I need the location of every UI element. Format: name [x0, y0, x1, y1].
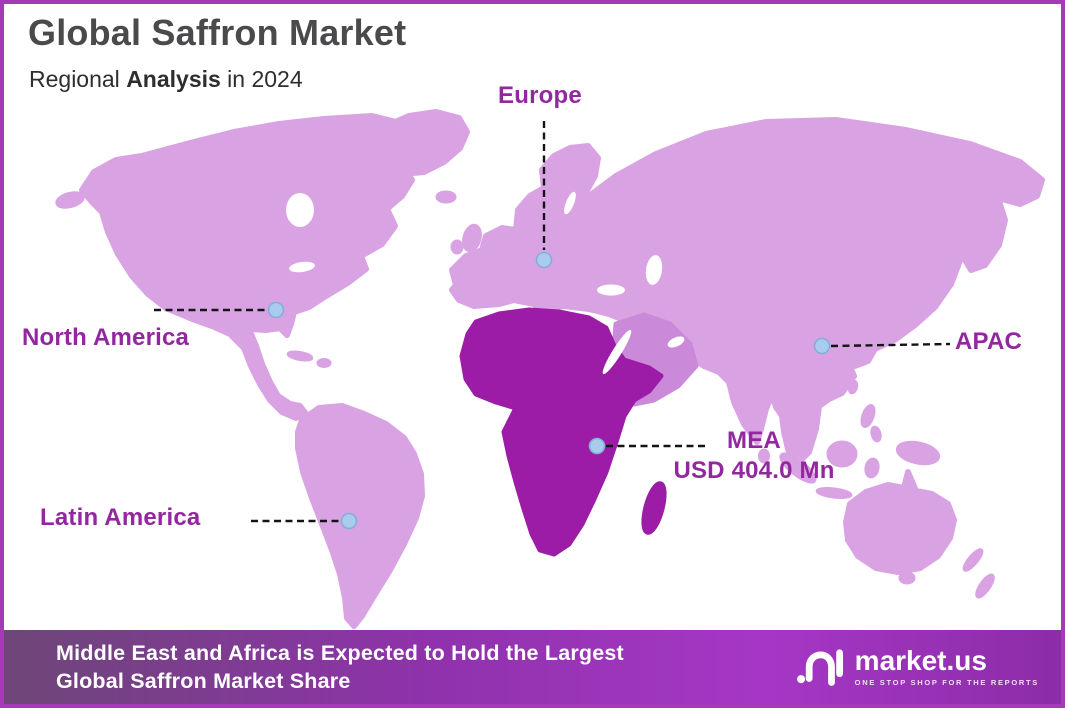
brand-name: market.us [854, 645, 987, 676]
water-overlays [286, 191, 685, 375]
region-mea-highlight [459, 307, 667, 557]
page-title: Global Saffron Market [28, 12, 407, 53]
region-label-latin-america: Latin America [40, 504, 201, 531]
region-label-mea: MEA USD 404.0 Mn [660, 427, 848, 485]
subtitle-semibold: Analysis [126, 66, 221, 92]
marketus-brand: market.us ONE STOP SHOP FOR THE REPORTS [795, 645, 1039, 689]
subtitle-regular-2: in 2024 [220, 66, 303, 92]
brand-text: market.us ONE STOP SHOP FOR THE REPORTS [854, 645, 1039, 688]
island-madagascar [641, 481, 667, 535]
continents-light [55, 109, 1045, 629]
region-label-europe: Europe [498, 82, 582, 109]
footer-bar: Middle East and Africa is Expected to Ho… [4, 630, 1061, 704]
marker-europe [535, 251, 553, 269]
leader-line-apac [830, 342, 951, 348]
page-subtitle: Regional Analysis in 2024 [29, 66, 303, 93]
world-map [55, 109, 1045, 629]
continent-africa [459, 307, 664, 557]
footer-headline-line1: Middle East and Africa is Expected to Ho… [56, 641, 624, 665]
continent-australia [843, 469, 957, 575]
continent-north-america [79, 113, 429, 421]
islands [286, 190, 995, 599]
region-label-mea-name: MEA [727, 427, 781, 454]
region-label-north-america: North America [22, 324, 190, 351]
marker-mea [588, 437, 606, 455]
footer-headline-line2: Global Saffron Market Share [56, 669, 351, 693]
continent-south-america [295, 403, 425, 629]
marketus-logo-icon [796, 649, 843, 686]
island-aleutian [55, 191, 85, 209]
region-label-mea-value: USD 404.0 Mn [673, 457, 835, 484]
marker-north-america [267, 301, 285, 319]
region-label-apac: APAC [955, 328, 1023, 355]
marker-latin-america [340, 512, 358, 530]
footer-headline: Middle East and Africa is Expected to Ho… [56, 639, 624, 695]
marker-apac [813, 337, 831, 355]
brand-tagline: ONE STOP SHOP FOR THE REPORTS [854, 678, 1039, 687]
continent-greenland [369, 109, 470, 177]
region-markers [267, 251, 831, 530]
leader-lines [154, 121, 951, 523]
subtitle-regular: Regional [29, 66, 127, 92]
